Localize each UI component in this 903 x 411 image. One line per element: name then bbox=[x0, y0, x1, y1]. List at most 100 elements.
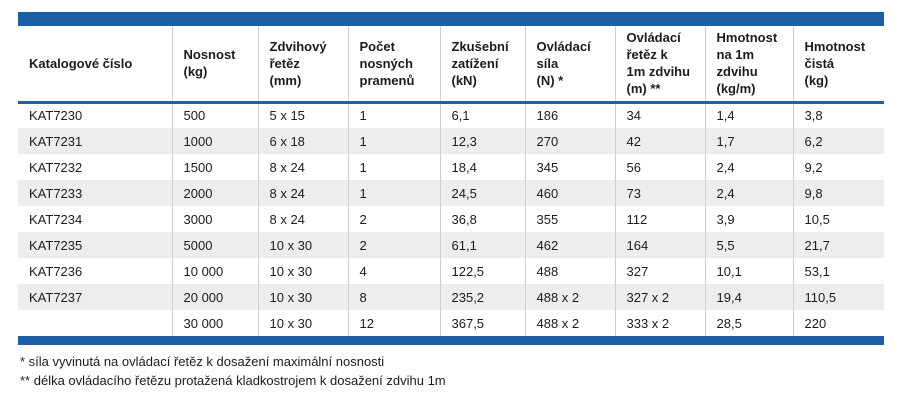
table-cell-nosnost: 20 000 bbox=[171, 284, 258, 310]
table-cell-zdvihovy-retez: 10 x 30 bbox=[257, 284, 348, 310]
table-cell-pocet-pramenu: 12 bbox=[347, 310, 440, 336]
table-cell-zdvihovy-retez: 10 x 30 bbox=[257, 310, 348, 336]
table-cell-ovladaci-retez: 42 bbox=[614, 128, 705, 154]
table-cell-hmotnost-cista: 21,7 bbox=[792, 232, 884, 258]
table-cell-hmotnost-cista: 6,2 bbox=[792, 128, 884, 154]
table-cell-ovladaci-sila: 345 bbox=[524, 154, 615, 180]
column-header-katalogove-cislo: Katalogové číslo bbox=[18, 26, 172, 102]
table-cell-katalogove-cislo: KAT7237 bbox=[18, 284, 172, 310]
table-cell-katalogove-cislo: KAT7236 bbox=[18, 258, 172, 284]
table-cell-zkusebni-zatizeni: 6,1 bbox=[439, 102, 525, 128]
table-cell-nosnost: 500 bbox=[171, 102, 258, 128]
column-header-nosnost: Nosnost (kg) bbox=[171, 26, 258, 102]
table-cell-zkusebni-zatizeni: 24,5 bbox=[439, 180, 525, 206]
table-cell-ovladaci-sila: 186 bbox=[524, 102, 615, 128]
table-cell-zkusebni-zatizeni: 122,5 bbox=[439, 258, 525, 284]
table-cell-hmotnost-cista: 9,8 bbox=[792, 180, 884, 206]
column-header-ovladaci-sila: Ovládací síla (N) * bbox=[524, 26, 615, 102]
column-header-zkusebni-zatizeni: Zkušební zatížení (kN) bbox=[439, 26, 525, 102]
table-cell-zdvihovy-retez: 10 x 30 bbox=[257, 232, 348, 258]
table-cell-ovladaci-retez: 164 bbox=[614, 232, 705, 258]
table-cell-hmotnost-na-1m: 2,4 bbox=[704, 180, 793, 206]
table-header-row: Katalogové číslo Nosnost (kg) Zdvihový řet… bbox=[18, 26, 884, 102]
table-cell-pocet-pramenu: 1 bbox=[347, 102, 440, 128]
spec-table: Katalogové číslo Nosnost (kg) Zdvihový řet… bbox=[18, 12, 884, 345]
table-cell-hmotnost-na-1m: 5,5 bbox=[704, 232, 793, 258]
table-cell-zdvihovy-retez: 5 x 15 bbox=[257, 102, 348, 128]
table-cell-ovladaci-sila: 460 bbox=[524, 180, 615, 206]
table-cell-nosnost: 3000 bbox=[171, 206, 258, 232]
table-bottom-accent-bar bbox=[18, 336, 884, 345]
table-cell-ovladaci-retez: 34 bbox=[614, 102, 705, 128]
table-cell-nosnost: 10 000 bbox=[171, 258, 258, 284]
table-row: KAT7232 1500 8 x 24 1 18,4 345 56 2,4 9,2 bbox=[18, 154, 884, 180]
table-cell-hmotnost-na-1m: 1,7 bbox=[704, 128, 793, 154]
table-cell-pocet-pramenu: 1 bbox=[347, 128, 440, 154]
table-cell-nosnost: 2000 bbox=[171, 180, 258, 206]
table-cell-pocet-pramenu: 1 bbox=[347, 154, 440, 180]
footnote-2: ** délka ovládacího řetězu protažená kla… bbox=[20, 373, 446, 388]
table-cell-hmotnost-na-1m: 1,4 bbox=[704, 102, 793, 128]
product-spec-table: Katalogové číslo Nosnost (kg) Zdvihový řet… bbox=[18, 26, 884, 336]
column-header-ovladaci-retez: Ovládací řetěz k 1m zdvihu (m) ** bbox=[614, 26, 705, 102]
table-cell-zdvihovy-retez: 10 x 30 bbox=[257, 258, 348, 284]
table-cell-nosnost: 5000 bbox=[171, 232, 258, 258]
table-cell-zkusebni-zatizeni: 12,3 bbox=[439, 128, 525, 154]
table-cell-nosnost: 30 000 bbox=[171, 310, 258, 336]
table-cell-zdvihovy-retez: 6 x 18 bbox=[257, 128, 348, 154]
table-cell-hmotnost-na-1m: 28,5 bbox=[704, 310, 793, 336]
table-header: Katalogové číslo Nosnost (kg) Zdvihový řet… bbox=[18, 26, 884, 102]
table-row: KAT7230 500 5 x 15 1 6,1 186 34 1,4 3,8 bbox=[18, 102, 884, 128]
table-cell-katalogove-cislo: KAT7231 bbox=[18, 128, 172, 154]
table-cell-zkusebni-zatizeni: 367,5 bbox=[439, 310, 525, 336]
column-header-hmotnost-cista: Hmotnost čistá (kg) bbox=[792, 26, 884, 102]
table-cell-hmotnost-na-1m: 3,9 bbox=[704, 206, 793, 232]
table-cell-nosnost: 1500 bbox=[171, 154, 258, 180]
table-row: 30 000 10 x 30 12 367,5 488 x 2 333 x 2 28,5 22… bbox=[18, 310, 884, 336]
table-row: KAT7233 2000 8 x 24 1 24,5 460 73 2,4 9,8 bbox=[18, 180, 884, 206]
table-cell-hmotnost-cista: 110,5 bbox=[792, 284, 884, 310]
table-cell-zkusebni-zatizeni: 36,8 bbox=[439, 206, 525, 232]
table-cell-ovladaci-retez: 333 x 2 bbox=[614, 310, 705, 336]
table-cell-nosnost: 1000 bbox=[171, 128, 258, 154]
column-header-pocet-pramenu: Počet nosných pramenů bbox=[347, 26, 440, 102]
table-cell-hmotnost-na-1m: 2,4 bbox=[704, 154, 793, 180]
table-cell-ovladaci-retez: 327 bbox=[614, 258, 705, 284]
table-cell-pocet-pramenu: 4 bbox=[347, 258, 440, 284]
table-row: KAT7235 5000 10 x 30 2 61,1 462 164 5,5 21,7 bbox=[18, 232, 884, 258]
table-cell-hmotnost-cista: 3,8 bbox=[792, 102, 884, 128]
table-cell-pocet-pramenu: 1 bbox=[347, 180, 440, 206]
table-cell-ovladaci-sila: 270 bbox=[524, 128, 615, 154]
table-cell-hmotnost-cista: 220 bbox=[792, 310, 884, 336]
table-cell-ovladaci-sila: 462 bbox=[524, 232, 615, 258]
page: Katalogové číslo Nosnost (kg) Zdvihový řet… bbox=[18, 12, 884, 388]
table-cell-ovladaci-sila: 355 bbox=[524, 206, 615, 232]
table-cell-ovladaci-sila: 488 bbox=[524, 258, 615, 284]
table-cell-ovladaci-retez: 73 bbox=[614, 180, 705, 206]
table-cell-katalogove-cislo bbox=[18, 310, 172, 336]
table-body: KAT7230 500 5 x 15 1 6,1 186 34 1,4 3,8 KAT7231 10… bbox=[18, 102, 884, 336]
table-cell-katalogove-cislo: KAT7230 bbox=[18, 102, 172, 128]
table-cell-katalogove-cislo: KAT7233 bbox=[18, 180, 172, 206]
table-cell-hmotnost-cista: 9,2 bbox=[792, 154, 884, 180]
table-row: KAT7231 1000 6 x 18 1 12,3 270 42 1,7 6,2 bbox=[18, 128, 884, 154]
table-cell-ovladaci-retez: 56 bbox=[614, 154, 705, 180]
table-cell-zdvihovy-retez: 8 x 24 bbox=[257, 154, 348, 180]
table-row: KAT7237 20 000 10 x 30 8 235,2 488 x 2 327 x 2… bbox=[18, 284, 884, 310]
table-cell-pocet-pramenu: 2 bbox=[347, 232, 440, 258]
table-cell-pocet-pramenu: 2 bbox=[347, 206, 440, 232]
table-cell-ovladaci-retez: 327 x 2 bbox=[614, 284, 705, 310]
table-cell-hmotnost-na-1m: 19,4 bbox=[704, 284, 793, 310]
table-cell-zkusebni-zatizeni: 18,4 bbox=[439, 154, 525, 180]
column-header-zdvihovy-retez: Zdvihový řetěz (mm) bbox=[257, 26, 348, 102]
table-cell-ovladaci-sila: 488 x 2 bbox=[524, 284, 615, 310]
table-row: KAT7234 3000 8 x 24 2 36,8 355 112 3,9 10,5 bbox=[18, 206, 884, 232]
table-cell-katalogove-cislo: KAT7232 bbox=[18, 154, 172, 180]
table-cell-zkusebni-zatizeni: 61,1 bbox=[439, 232, 525, 258]
table-cell-ovladaci-sila: 488 x 2 bbox=[524, 310, 615, 336]
table-cell-hmotnost-cista: 53,1 bbox=[792, 258, 884, 284]
table-cell-katalogove-cislo: KAT7235 bbox=[18, 232, 172, 258]
footnote-1: * síla vyvinutá na ovládací řetěz k dosa… bbox=[20, 354, 385, 369]
table-cell-ovladaci-retez: 112 bbox=[614, 206, 705, 232]
table-cell-zdvihovy-retez: 8 x 24 bbox=[257, 180, 348, 206]
